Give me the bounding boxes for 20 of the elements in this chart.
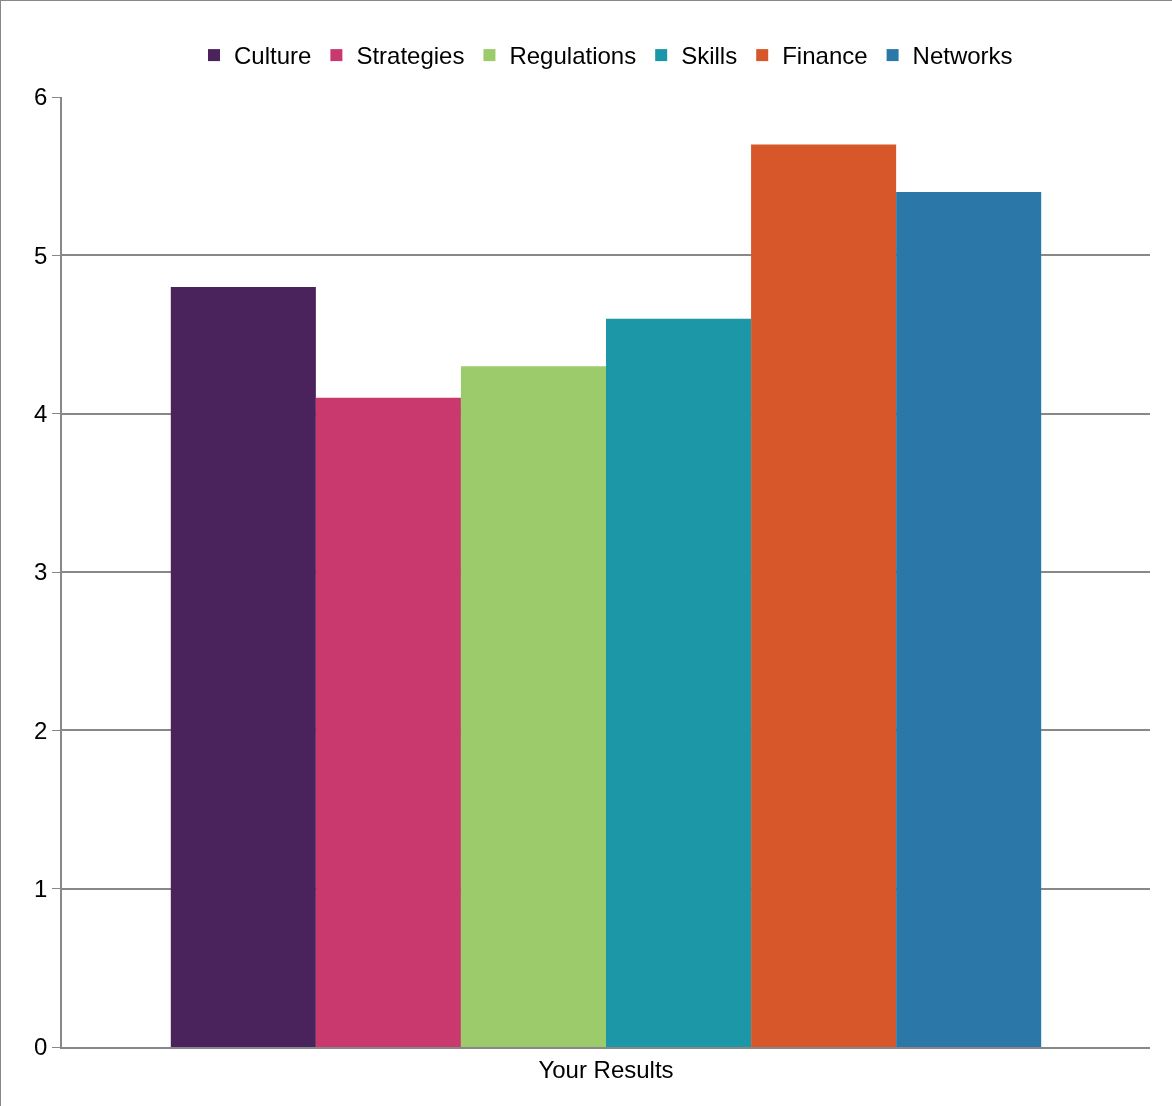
legend-label: Culture — [234, 42, 312, 70]
legend-label: Networks — [912, 42, 1013, 70]
y-tick-label: 1 — [34, 875, 48, 903]
y-tick-label: 3 — [34, 558, 48, 586]
y-tick-label: 6 — [34, 83, 48, 111]
legend-label: Finance — [782, 42, 868, 70]
legend-label: Skills — [681, 42, 738, 70]
bar — [460, 366, 606, 1047]
y-tick-label: 5 — [34, 241, 48, 269]
y-tick-label: 0 — [34, 1033, 48, 1061]
y-tick-label: 4 — [34, 400, 48, 428]
bar — [170, 287, 316, 1047]
bar — [606, 318, 752, 1047]
bar — [896, 192, 1042, 1047]
x-tick-label: Your Results — [538, 1055, 674, 1083]
bar — [751, 144, 897, 1047]
legend-label: Regulations — [509, 42, 637, 70]
bar — [315, 397, 461, 1047]
y-tick-label: 2 — [34, 716, 48, 744]
legend-label: Strategies — [356, 42, 465, 70]
